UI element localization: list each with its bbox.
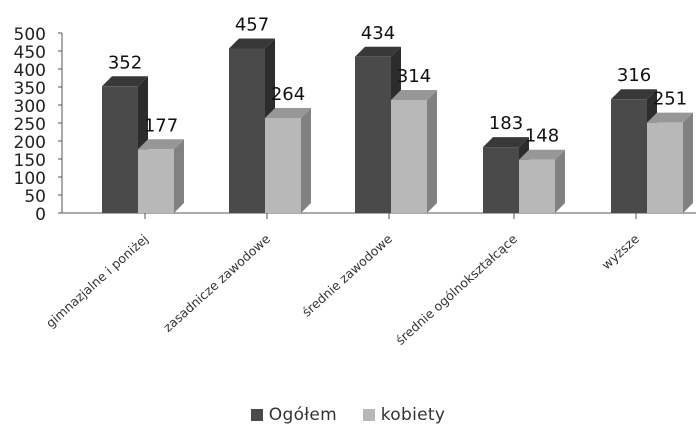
bar-top [647, 112, 693, 123]
bar-value-label: 264 [271, 84, 305, 105]
bar-top [611, 89, 657, 100]
bar-side [683, 112, 693, 213]
bar [265, 117, 301, 213]
bar-side [174, 139, 184, 213]
bar [229, 48, 265, 214]
bar [483, 147, 519, 213]
bar-side [427, 89, 437, 213]
bar-side [301, 107, 311, 213]
category-label: średnie ogólnokształcące [393, 231, 521, 348]
category-label: zasadnicze zawodowe [160, 231, 273, 335]
y-tick-label: 300 [14, 97, 46, 117]
legend-item-ogolem: Ogółem [250, 405, 338, 425]
y-tick-label: 400 [14, 61, 46, 81]
bar [355, 56, 391, 214]
y-tick-label: 150 [14, 151, 46, 171]
bar [138, 149, 174, 213]
bar-value-label: 457 [235, 14, 269, 35]
y-tick-label: 250 [14, 115, 46, 135]
y-tick-label: 350 [14, 79, 46, 99]
y-tick-label: 50 [24, 187, 46, 207]
bar-value-label: 316 [617, 65, 651, 86]
bar-top [102, 76, 148, 87]
bar [391, 99, 427, 213]
bar [102, 86, 138, 213]
bar-top [265, 107, 311, 118]
bar [611, 99, 647, 213]
bar [519, 159, 555, 213]
y-tick-label: 450 [14, 43, 46, 63]
category-label: wyższe [599, 231, 643, 272]
bar-top [355, 46, 401, 57]
bar-top [519, 149, 565, 160]
legend-label-kobiety: kobiety [380, 405, 446, 425]
bar-value-label: 183 [489, 113, 523, 134]
y-tick-label: 500 [14, 25, 46, 45]
legend-label-ogolem: Ogółem [268, 405, 338, 425]
bar-value-label: 434 [361, 23, 395, 44]
bar-side [555, 149, 565, 213]
bar-top [391, 89, 437, 100]
bar-top [138, 139, 184, 150]
legend-item-kobiety: kobiety [362, 405, 446, 425]
y-tick-label: 200 [14, 133, 46, 153]
bar-value-label: 251 [653, 89, 687, 110]
bar-value-label: 177 [144, 115, 178, 136]
legend-swatch-ogolem [250, 409, 263, 421]
y-tick-label: 0 [35, 205, 46, 225]
category-label: średnie zawodowe [299, 231, 395, 320]
category-label: gimnazjalne i poniżej [43, 231, 151, 331]
legend: Ogółem kobiety [0, 405, 696, 426]
bar-value-label: 352 [108, 52, 142, 73]
bar-top [483, 137, 529, 148]
bar-top [229, 38, 275, 49]
bar-value-label: 148 [525, 126, 559, 147]
legend-swatch-kobiety [362, 409, 375, 421]
bar-value-label: 314 [397, 66, 431, 87]
bar [647, 122, 683, 213]
y-tick-label: 100 [14, 169, 46, 189]
